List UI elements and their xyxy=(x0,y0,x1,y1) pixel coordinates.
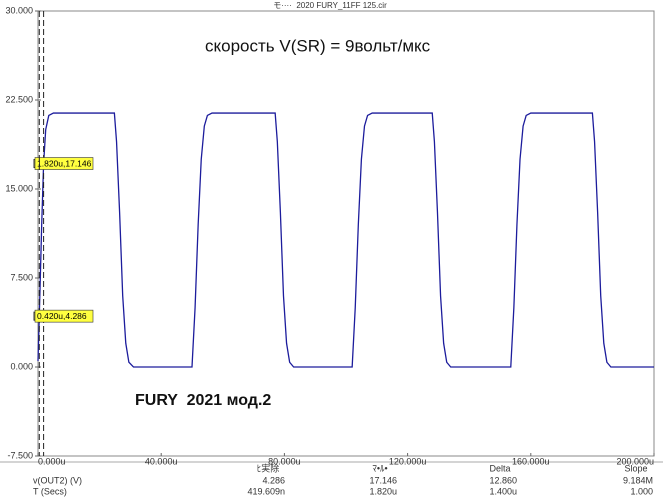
readout-cell: 1.400u xyxy=(489,486,517,496)
readout-cell: 419.609n xyxy=(247,486,285,496)
cursor-label: 1.820u,17.146 xyxy=(37,158,92,168)
y-tick-label: 22.500 xyxy=(5,94,33,104)
cursor-label-box xyxy=(34,157,94,170)
y-tick-label: 30.000 xyxy=(5,5,33,15)
readout-cell: 9.184M xyxy=(623,475,653,485)
readout-cell: 1.000 xyxy=(630,486,653,496)
annotation: скорость V(SR) = 9вольт/мкс xyxy=(205,36,431,55)
y-tick-label: 7.500 xyxy=(10,272,33,282)
readout-header: ﾏ•ﾙ• xyxy=(372,463,387,473)
readout-header: Slope xyxy=(624,463,647,473)
y-tick-label: 0.000 xyxy=(10,361,33,371)
waveform xyxy=(37,112,654,368)
plot-frame xyxy=(37,10,655,457)
y-tick-label: 15.000 xyxy=(5,183,33,193)
readout-cell: 1.820u xyxy=(369,486,397,496)
y-tick-label: -7.500 xyxy=(7,450,33,460)
cursor-label: 0.420u,4.286 xyxy=(37,311,87,321)
window-title: モ···· 2020 FURY_11FF 125.cir xyxy=(273,1,387,10)
readout-header: Delta xyxy=(489,463,510,473)
readout-cell: 12.860 xyxy=(489,475,517,485)
cursor-label-box xyxy=(34,309,94,323)
x-tick-label: 200.000u xyxy=(616,456,654,466)
x-tick-label: 0.000u xyxy=(38,456,66,466)
x-tick-label: 160.000u xyxy=(512,456,550,466)
x-tick-label: 80.000u xyxy=(268,456,301,466)
x-tick-label: 40.000u xyxy=(145,456,178,466)
readout-cell: 17.146 xyxy=(369,475,397,485)
annotation: FURY 2021 мод.2 xyxy=(135,392,271,409)
readout-header: ﾋ実除 xyxy=(257,462,280,473)
readout-cell: 4.286 xyxy=(262,475,285,485)
x-tick-label: 120.000u xyxy=(389,456,427,466)
readout-row-label: T (Secs) xyxy=(33,486,67,496)
readout-row-label: v(OUT2) (V) xyxy=(33,475,82,485)
